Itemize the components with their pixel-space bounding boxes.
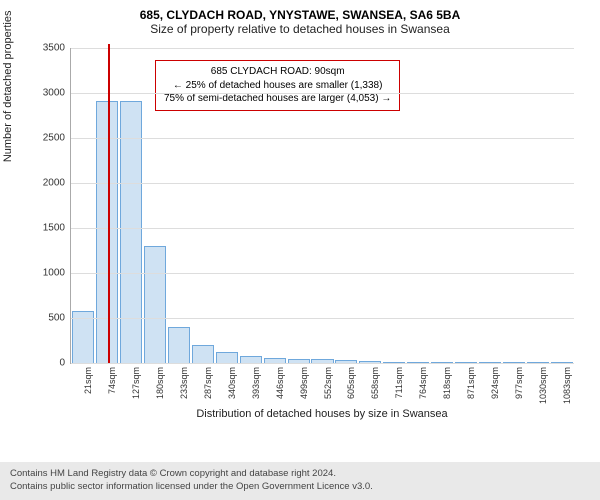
- x-tick-label: 1083sqm: [562, 367, 572, 404]
- x-tick-label: 977sqm: [514, 367, 524, 399]
- annotation-line: ← 25% of detached houses are smaller (1,…: [164, 79, 391, 93]
- histogram-bar: [240, 356, 262, 363]
- x-tick-label: 74sqm: [107, 367, 117, 394]
- y-axis-label: Number of detached properties: [2, 11, 14, 163]
- x-tick-label: 21sqm: [83, 367, 93, 394]
- x-axis-label: Distribution of detached houses by size …: [70, 408, 574, 420]
- annotation-line: 75% of semi-detached houses are larger (…: [164, 92, 391, 106]
- histogram-bar: [216, 352, 238, 363]
- gridline: [71, 183, 574, 184]
- property-marker-line: [108, 44, 110, 363]
- x-tick-label: 499sqm: [299, 367, 309, 399]
- footer-line-2: Contains public sector information licen…: [10, 481, 590, 494]
- gridline: [71, 138, 574, 139]
- y-tick-label: 500: [48, 313, 71, 324]
- footer-line-1: Contains HM Land Registry data © Crown c…: [10, 468, 590, 481]
- x-tick-label: 127sqm: [131, 367, 141, 399]
- gridline: [71, 93, 574, 94]
- gridline: [71, 363, 574, 364]
- x-tick-label: 871sqm: [466, 367, 476, 399]
- footer: Contains HM Land Registry data © Crown c…: [0, 462, 600, 500]
- annotation-box: 685 CLYDACH ROAD: 90sqm← 25% of detached…: [155, 60, 400, 111]
- y-tick-label: 0: [59, 358, 71, 369]
- page-title: 685, CLYDACH ROAD, YNYSTAWE, SWANSEA, SA…: [12, 8, 588, 22]
- chart-area: Number of detached properties 685 CLYDAC…: [12, 42, 588, 422]
- histogram-bar: [192, 345, 214, 363]
- x-tick-label: 340sqm: [227, 367, 237, 399]
- gridline: [71, 228, 574, 229]
- histogram-bar: [120, 101, 142, 363]
- histogram-bar: [168, 327, 190, 363]
- y-tick-label: 2500: [43, 133, 71, 144]
- y-tick-label: 1000: [43, 268, 71, 279]
- x-tick-label: 552sqm: [323, 367, 333, 399]
- gridline: [71, 318, 574, 319]
- x-tick-label: 764sqm: [418, 367, 428, 399]
- page-subtitle: Size of property relative to detached ho…: [12, 22, 588, 36]
- x-tick-label: 818sqm: [442, 367, 452, 399]
- chart-container: 685, CLYDACH ROAD, YNYSTAWE, SWANSEA, SA…: [0, 0, 600, 500]
- annotation-line: 685 CLYDACH ROAD: 90sqm: [164, 65, 391, 79]
- x-tick-label: 287sqm: [203, 367, 213, 399]
- plot-area: 685 CLYDACH ROAD: 90sqm← 25% of detached…: [70, 48, 574, 364]
- x-tick-label: 605sqm: [346, 367, 356, 399]
- y-tick-label: 3500: [43, 43, 71, 54]
- x-tick-label: 1030sqm: [538, 367, 548, 404]
- x-tick-label: 658sqm: [370, 367, 380, 399]
- histogram-bar: [144, 246, 166, 363]
- y-tick-label: 3000: [43, 88, 71, 99]
- x-tick-label: 711sqm: [394, 367, 404, 398]
- y-tick-label: 1500: [43, 223, 71, 234]
- gridline: [71, 273, 574, 274]
- x-tick-label: 924sqm: [490, 367, 500, 399]
- gridline: [71, 48, 574, 49]
- x-tick-label: 233sqm: [179, 367, 189, 399]
- x-tick-label: 393sqm: [251, 367, 261, 399]
- y-tick-label: 2000: [43, 178, 71, 189]
- histogram-bar: [96, 101, 118, 363]
- x-tick-label: 446sqm: [275, 367, 285, 399]
- x-tick-label: 180sqm: [155, 367, 165, 399]
